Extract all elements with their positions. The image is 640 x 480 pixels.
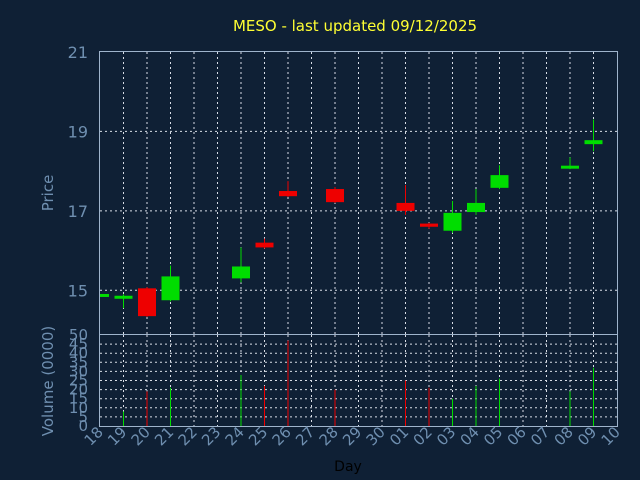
candle-body — [255, 242, 274, 248]
candle-body — [100, 293, 109, 297]
x-tick-label: 07 — [527, 423, 553, 449]
candle — [490, 165, 509, 190]
candle-body — [161, 276, 180, 301]
volume-y-tick-label: 15 — [69, 390, 88, 408]
x-tick-label: 22 — [175, 423, 201, 449]
x-tick-label: 01 — [386, 423, 412, 449]
candle-body — [396, 202, 415, 211]
candle-body — [326, 189, 344, 203]
candle-body — [138, 288, 156, 317]
candle — [326, 187, 344, 203]
x-tick-label: 02 — [410, 423, 436, 449]
x-tick-label: 03 — [433, 423, 459, 449]
volume-y-tick-label: 40 — [69, 344, 88, 362]
volume-y-tick-label: 30 — [69, 362, 88, 380]
price-y-tick-label: 15 — [68, 281, 88, 300]
price-y-tick-label: 21 — [68, 43, 88, 62]
x-tick-label: 09 — [574, 423, 600, 449]
candle — [232, 247, 250, 283]
volume-bars — [123, 340, 594, 426]
x-tick-label: 24 — [222, 423, 248, 449]
candle-body — [584, 140, 603, 145]
price-y-ticks: 15 17 19 21 — [68, 43, 88, 300]
candle-body — [232, 266, 250, 279]
volume-y-tick-label: 10 — [69, 399, 88, 417]
x-tick-label: 21 — [151, 423, 177, 449]
candle — [584, 119, 603, 152]
candle — [138, 287, 156, 317]
volume-y-tick-label: 45 — [69, 335, 88, 353]
candle — [100, 293, 109, 297]
volume-axis-label: Volume (0000) — [39, 326, 57, 436]
candle — [161, 265, 180, 302]
candle — [467, 189, 485, 215]
volume-y-tick-label: 50 — [69, 326, 88, 344]
volume-y-tick-label: 5 — [78, 408, 88, 426]
price-y-tick-label: 19 — [68, 122, 88, 141]
x-axis-ticks: 1819202122232425262728293001020304050607… — [81, 423, 624, 449]
candle-body — [114, 295, 133, 299]
x-tick-label: 26 — [269, 423, 295, 449]
candle — [420, 222, 438, 229]
candle — [561, 157, 579, 170]
candle — [114, 294, 133, 309]
candlesticks — [100, 119, 603, 317]
x-tick-label: 28 — [316, 423, 342, 449]
candle — [255, 238, 274, 249]
x-tick-label: 04 — [457, 423, 483, 449]
volume-y-tick-label: 25 — [69, 372, 88, 390]
price-y-tick-label: 17 — [68, 202, 88, 221]
candle-body — [490, 175, 509, 188]
candle-body — [467, 202, 485, 213]
candle — [279, 181, 297, 197]
price-axis-label: Price — [39, 175, 57, 212]
x-tick-label: 08 — [551, 423, 577, 449]
x-tick-label: 25 — [245, 423, 271, 449]
candle — [443, 200, 462, 233]
price-grid — [100, 52, 617, 334]
candle-body — [443, 212, 462, 231]
x-tick-label: 06 — [504, 423, 530, 449]
candle-body — [561, 165, 579, 169]
x-tick-label: 23 — [198, 423, 224, 449]
x-tick-label: 30 — [363, 423, 389, 449]
x-tick-label: 20 — [128, 423, 154, 449]
candle-body — [420, 223, 438, 227]
x-tick-label: 27 — [292, 423, 318, 449]
x-tick-label: 29 — [339, 423, 365, 449]
chart-title: MESO - last updated 09/12/2025 — [233, 17, 477, 35]
x-tick-label: 19 — [104, 423, 130, 449]
volume-y-tick-label: 20 — [69, 381, 88, 399]
candle — [396, 185, 415, 215]
x-tick-label: 05 — [480, 423, 506, 449]
candle-body — [279, 191, 297, 197]
x-axis-label: Day — [334, 459, 362, 475]
x-tick-label: 10 — [598, 423, 624, 449]
volume-y-tick-label: 0 — [78, 417, 88, 435]
volume-y-tick-label: 35 — [69, 353, 88, 371]
